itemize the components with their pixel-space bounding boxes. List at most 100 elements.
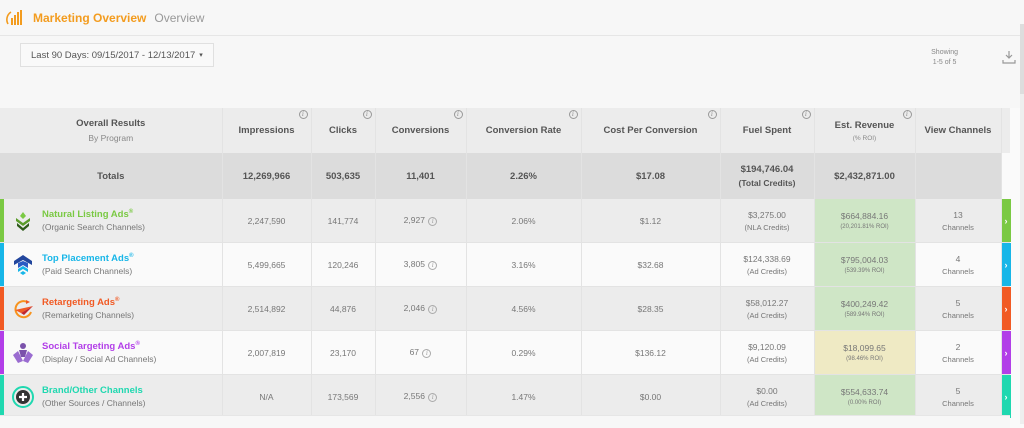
caret-down-icon: ▾ <box>199 52 203 59</box>
col-label: Cost Per Conversion <box>603 125 698 136</box>
program-cell[interactable]: Top Placement Ads® (Paid Search Channels… <box>0 242 223 287</box>
vertical-scrollbar[interactable] <box>1020 24 1024 424</box>
cost-per-conversion-cell: $0.00 <box>581 374 721 419</box>
registered-mark: ® <box>135 340 140 347</box>
program-desc: (Paid Search Channels) <box>42 266 133 277</box>
leaf-sprout-icon <box>12 210 34 232</box>
fuel-spent-value: $58,012.27 <box>745 297 789 308</box>
program-name[interactable]: Social Targeting Ads® <box>42 341 156 352</box>
channels-label: Channels <box>942 266 974 276</box>
row-arrow-cell[interactable]: › <box>1001 286 1011 331</box>
download-icon[interactable] <box>1002 50 1016 64</box>
channels-count: 13 <box>953 209 963 220</box>
date-range-label: Last 90 Days: 09/15/2017 - 12/13/2017 <box>31 49 196 61</box>
conversions-cell: 3,805 i <box>375 242 467 287</box>
chevron-right-icon[interactable]: › <box>1001 331 1011 374</box>
col-arrow <box>1001 108 1010 153</box>
program-row[interactable]: Natural Listing Ads® (Organic Search Cha… <box>0 199 1011 243</box>
cost-per-conversion-cell: $1.12 <box>581 199 721 243</box>
info-icon[interactable]: i <box>801 110 811 119</box>
conversion-rate-cell: 1.47% <box>466 374 582 419</box>
program-name[interactable]: Brand/Other Channels <box>42 385 145 396</box>
program-name[interactable]: Natural Listing Ads® <box>42 209 145 220</box>
view-channels-cell[interactable]: 2 Channels <box>915 330 1002 375</box>
program-cell[interactable]: Natural Listing Ads® (Organic Search Cha… <box>0 199 223 243</box>
info-icon[interactable]: i <box>428 304 438 314</box>
col-fuel-spent[interactable]: i Fuel Spent <box>720 108 815 153</box>
program-cell[interactable]: Retargeting Ads® (Remarketing Channels) <box>0 286 223 331</box>
channels-count: 5 <box>955 385 961 396</box>
plus-circle-icon <box>12 385 34 408</box>
view-channels-cell[interactable]: 13 Channels <box>915 199 1002 243</box>
scrollbar-thumb[interactable] <box>1020 24 1024 94</box>
date-range-dropdown[interactable]: Last 90 Days: 09/15/2017 - 12/13/2017 ▾ <box>20 43 214 67</box>
program-row[interactable]: Brand/Other Channels (Other Sources / Ch… <box>0 374 1011 419</box>
totals-conversion-rate: 2.26% <box>466 153 582 199</box>
row-arrow-cell[interactable]: › <box>1001 199 1011 243</box>
view-channels-cell[interactable]: 5 Channels <box>915 286 1002 331</box>
fuel-spent-cell: $0.00 (Ad Credits) <box>720 374 815 419</box>
info-icon[interactable]: i <box>707 110 717 119</box>
chevron-right-icon[interactable]: › <box>1001 287 1011 330</box>
view-channels-cell[interactable]: 5 Channels <box>915 374 1002 419</box>
program-row[interactable]: Retargeting Ads® (Remarketing Channels) … <box>0 286 1011 331</box>
program-cell[interactable]: Brand/Other Channels (Other Sources / Ch… <box>0 374 223 419</box>
totals-impressions: 12,269,966 <box>222 153 312 199</box>
col-conversion-rate[interactable]: i Conversion Rate <box>466 108 582 153</box>
col-cost-per-conversion[interactable]: i Cost Per Conversion <box>581 108 721 153</box>
conversions-cell: 2,556 i <box>375 374 467 419</box>
row-arrow-cell[interactable]: › <box>1001 374 1011 419</box>
info-icon[interactable]: i <box>453 110 463 119</box>
app-title[interactable]: Marketing Overview <box>33 10 147 25</box>
fuel-spent-value: $124,338.69 <box>743 253 791 264</box>
col-label: View Channels <box>924 125 992 136</box>
chevron-right-icon[interactable]: › <box>1001 199 1011 242</box>
col-clicks[interactable]: i Clicks <box>311 108 376 153</box>
program-name[interactable]: Retargeting Ads® <box>42 297 134 308</box>
program-cell[interactable]: Social Targeting Ads® (Display / Social … <box>0 330 223 375</box>
est-revenue-cell: $400,249.42 (589.94% ROI) <box>814 286 916 331</box>
est-revenue-value: $400,249.42 <box>840 299 889 309</box>
info-icon[interactable]: i <box>428 216 438 226</box>
row-arrow-cell[interactable]: › <box>1001 242 1011 287</box>
fuel-spent-sub: (NLA Credits) <box>744 222 790 232</box>
est-revenue-value: $664,884.16 <box>840 211 889 221</box>
program-name-text: Natural Listing Ads <box>42 209 129 221</box>
info-icon[interactable]: i <box>902 110 912 119</box>
info-icon[interactable]: i <box>428 392 438 402</box>
program-row[interactable]: Top Placement Ads® (Paid Search Channels… <box>0 242 1011 287</box>
view-channels-cell[interactable]: 4 Channels <box>915 242 1002 287</box>
chevron-right-icon[interactable]: › <box>1001 243 1011 286</box>
totals-clicks: 503,635 <box>311 153 376 199</box>
fuel-spent-sub: (Ad Credits) <box>746 266 787 276</box>
col-label: Est. Revenue <box>834 119 895 131</box>
col-overall-results[interactable]: Overall Results By Program <box>0 108 223 153</box>
totals-fuel-sub: (Total Credits) <box>738 178 796 188</box>
conversions-value: 2,046 <box>403 303 425 314</box>
info-icon[interactable]: i <box>422 348 432 358</box>
filter-area: Last 90 Days: 09/15/2017 - 12/13/2017 ▾ … <box>0 36 1024 108</box>
col-view-channels[interactable]: View Channels <box>915 108 1002 153</box>
row-arrow-cell[interactable]: › <box>1001 330 1011 375</box>
info-icon[interactable]: i <box>568 110 578 119</box>
showing-range: 1-5 of 5 <box>932 59 957 66</box>
program-row[interactable]: Social Targeting Ads® (Display / Social … <box>0 330 1011 375</box>
info-icon[interactable]: i <box>298 110 308 119</box>
info-icon[interactable]: i <box>362 110 372 119</box>
info-icon[interactable]: i <box>428 260 438 270</box>
program-color-bar <box>0 199 4 242</box>
chevron-right-icon[interactable]: › <box>1001 375 1011 418</box>
col-impressions[interactable]: i Impressions <box>222 108 312 153</box>
fuel-spent-cell: $3,275.00 (NLA Credits) <box>720 199 815 243</box>
program-name[interactable]: Top Placement Ads® <box>42 253 134 264</box>
col-est-revenue[interactable]: i Est. Revenue (% ROI) <box>814 108 916 153</box>
col-conversions[interactable]: i Conversions <box>375 108 467 153</box>
bar-chart-signal-icon <box>6 9 22 25</box>
stacked-arrows-up-icon <box>12 254 34 276</box>
fuel-spent-sub: (Ad Credits) <box>746 310 787 320</box>
results-table: Overall Results By Program i Impressions i… <box>0 108 1011 419</box>
totals-fuel-value: $194,746.04 <box>740 164 794 175</box>
fuel-spent-sub: (Ad Credits) <box>746 354 787 364</box>
channels-count: 4 <box>955 253 961 264</box>
channels-count: 5 <box>955 297 961 308</box>
